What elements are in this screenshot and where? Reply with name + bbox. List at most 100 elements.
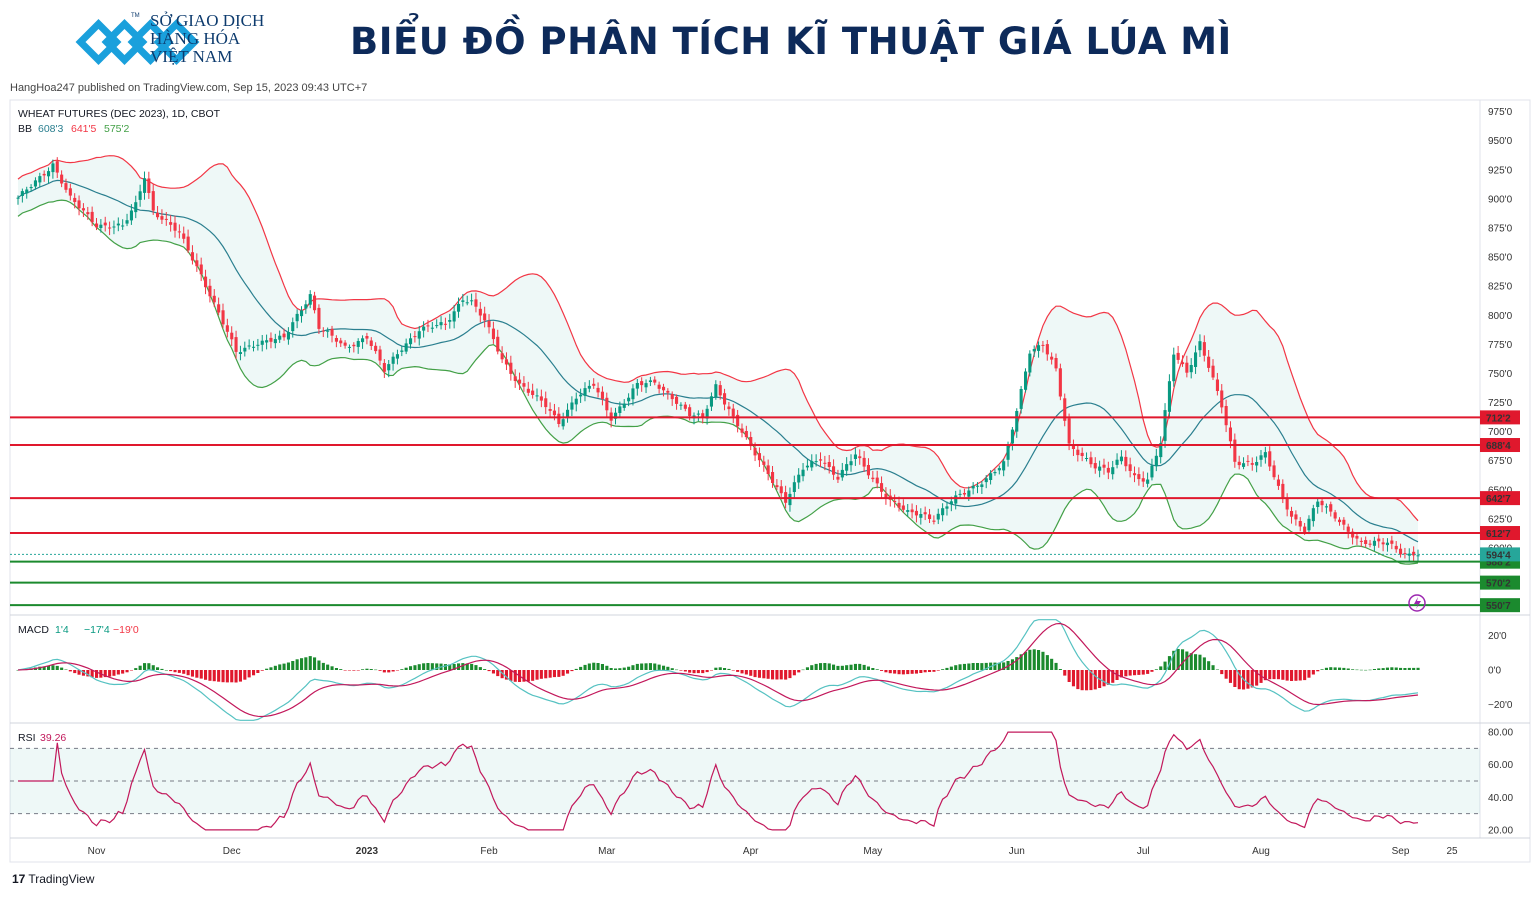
rsi-tick-label: 80.00 [1488,728,1513,739]
macd-bar [880,670,884,671]
candle-body [478,308,482,316]
candle-body [95,223,99,228]
candle-body [151,191,155,211]
candle-body [295,313,299,322]
candle-body [788,493,792,506]
candle-body [976,485,980,487]
macd-bar [980,663,984,670]
candle-body [709,396,713,407]
macd-bar [1272,670,1276,680]
candle-body [666,390,670,393]
candle-body [1346,526,1350,532]
candle-body [186,236,190,251]
macd-bar [618,668,622,670]
macd-bar [300,658,304,670]
candle-body [535,395,539,397]
macd-bar [570,670,574,672]
macd-bar [1333,667,1337,670]
macd-bar [901,670,905,675]
candle-body [936,513,940,520]
candle-body [605,397,609,411]
candle-body [757,453,761,461]
candle-body [1338,519,1342,523]
macd-bar [1246,670,1250,689]
macd-histogram [16,649,1420,691]
candle-body [1093,463,1097,469]
candle-body [291,322,295,332]
candle-body [465,302,469,304]
macd-bar [1412,667,1416,670]
macd-bar [321,662,325,670]
macd-bar [679,670,683,671]
support-level-label: 588'2 [1486,558,1511,569]
candle-body [696,413,700,415]
macd-bar [962,663,966,670]
candle-body [1063,398,1067,421]
time-tick-label: Jul [1137,846,1150,857]
candle-body [204,276,208,288]
candle-body [395,354,399,359]
macd-bar [596,663,600,670]
candle-body [1290,511,1294,517]
candle-body [86,212,90,215]
candle-body [1085,458,1089,459]
candle-body [762,461,766,465]
candle-body [413,336,417,338]
candle-body [832,466,836,475]
macd-bar [304,657,308,670]
candle-body [884,493,888,498]
macd-bar [849,664,853,670]
macd-bar [252,670,256,676]
candle-body [980,484,984,487]
candle-body [962,493,966,495]
macd-bar [1133,670,1137,676]
macd-bar [727,668,731,670]
macd-bar [1276,670,1280,680]
macd-bar [1311,670,1315,675]
macd-bar [914,670,918,674]
candle-body [129,210,133,221]
macd-bar [55,665,59,670]
candle-body [1058,368,1062,397]
candle-body [278,335,282,340]
macd-bar [666,666,670,670]
candle-body [317,307,321,329]
macd-bar [705,670,709,673]
macd-bar [1281,670,1285,680]
tradingview-footer[interactable]: 17 TradingView [12,872,94,886]
macd-bar [134,668,138,670]
candle-body [64,183,68,190]
page-title: BIỂU ĐỒ PHÂN TÍCH KĨ THUẬT GIÁ LÚA MÌ [350,20,1232,63]
candle-body [121,225,125,227]
macd-bar [605,665,609,670]
macd-bar [278,664,282,670]
candle-body [426,325,430,327]
macd-bar [147,663,151,670]
macd-bar [574,668,578,670]
candle-body [260,340,264,345]
macd-bar [151,665,155,670]
resistance-level-label: 712'2 [1486,413,1511,424]
candle-body [225,325,229,332]
macd-bar [221,670,225,683]
candle-body [487,320,491,328]
macd-bar [718,667,722,670]
time-tick-label: Jun [1009,846,1025,857]
candle-body [862,457,866,467]
macd-bar [182,670,186,674]
candle-body [470,300,474,302]
candle-body [679,404,683,406]
macd-bar [954,665,958,670]
macd-bar [343,670,347,671]
candle-body [138,191,142,200]
candle-body [1137,474,1141,480]
time-tick-label: Dec [223,846,241,857]
candle-body [914,510,918,516]
macd-bar [247,670,251,678]
candle-body [321,330,325,332]
macd-bar [609,668,613,670]
macd-bar [1381,668,1385,670]
macd-bar [500,670,504,679]
candle-body [1154,455,1158,467]
